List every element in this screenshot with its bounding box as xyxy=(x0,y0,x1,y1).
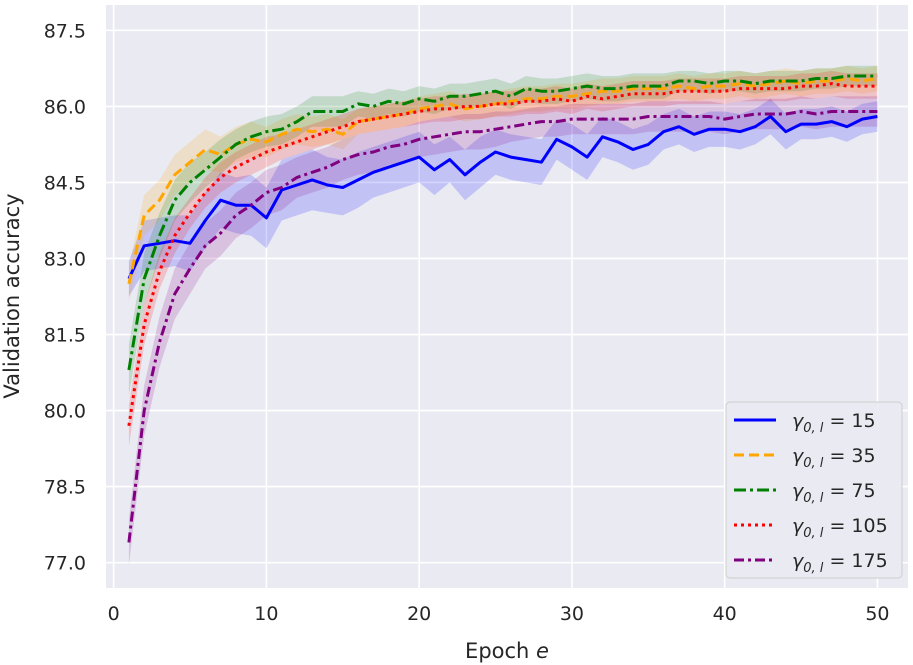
confidence-bands xyxy=(128,65,878,566)
legend-label-5: γ0, l = 175 xyxy=(792,550,888,576)
legend: γ0, l = 15 γ0, l = 35 γ0, l = 75 γ0, l = 10… xyxy=(725,401,903,579)
x-tick-label: 0 xyxy=(108,603,120,625)
y-tick-label: 83.0 xyxy=(44,248,86,270)
grid-lines xyxy=(106,5,908,588)
legend-label-3: γ0, l = 75 xyxy=(792,480,876,506)
band-series-1 xyxy=(128,98,878,297)
x-tick-label: 40 xyxy=(713,603,737,625)
line-series-4 xyxy=(127,82,878,427)
y-tick-label: 80.0 xyxy=(44,401,86,423)
x-tick-label: 50 xyxy=(865,603,889,625)
line-series-5 xyxy=(127,110,878,543)
y-tick-label: 87.5 xyxy=(44,20,86,42)
y-tick-label: 86.0 xyxy=(44,96,86,118)
y-tick-label: 81.5 xyxy=(44,325,86,347)
y-tick-label: 78.5 xyxy=(44,477,86,499)
y-tick-label: 77.0 xyxy=(44,553,86,575)
line-series-1 xyxy=(127,115,878,280)
x-tick-label: 20 xyxy=(407,603,431,625)
x-tick-label: 30 xyxy=(560,603,584,625)
series-lines xyxy=(127,74,878,543)
legend-label-1: γ0, l = 15 xyxy=(792,410,876,436)
legend-box xyxy=(725,401,903,579)
legend-label-2: γ0, l = 35 xyxy=(792,445,876,471)
y-axis-label: Validation accuracy xyxy=(0,193,24,398)
y-tick-labels: 77.0 78.5 80.0 81.5 83.0 84.5 86.0 87.5 xyxy=(44,20,86,574)
x-tick-labels: 0 10 20 30 40 50 xyxy=(108,603,890,625)
line-series-2 xyxy=(127,77,878,285)
line-series-3 xyxy=(127,74,878,371)
band-series-2 xyxy=(128,65,878,302)
x-axis-label: Epoch e xyxy=(465,639,549,663)
x-tick-label: 10 xyxy=(254,603,278,625)
legend-label-4: γ0, l = 105 xyxy=(792,515,888,541)
y-tick-label: 84.5 xyxy=(44,172,86,194)
